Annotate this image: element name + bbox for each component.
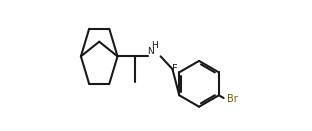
Text: H: H bbox=[151, 41, 158, 50]
Text: F: F bbox=[172, 64, 177, 74]
Text: N: N bbox=[148, 47, 154, 56]
Text: Br: Br bbox=[227, 94, 238, 104]
